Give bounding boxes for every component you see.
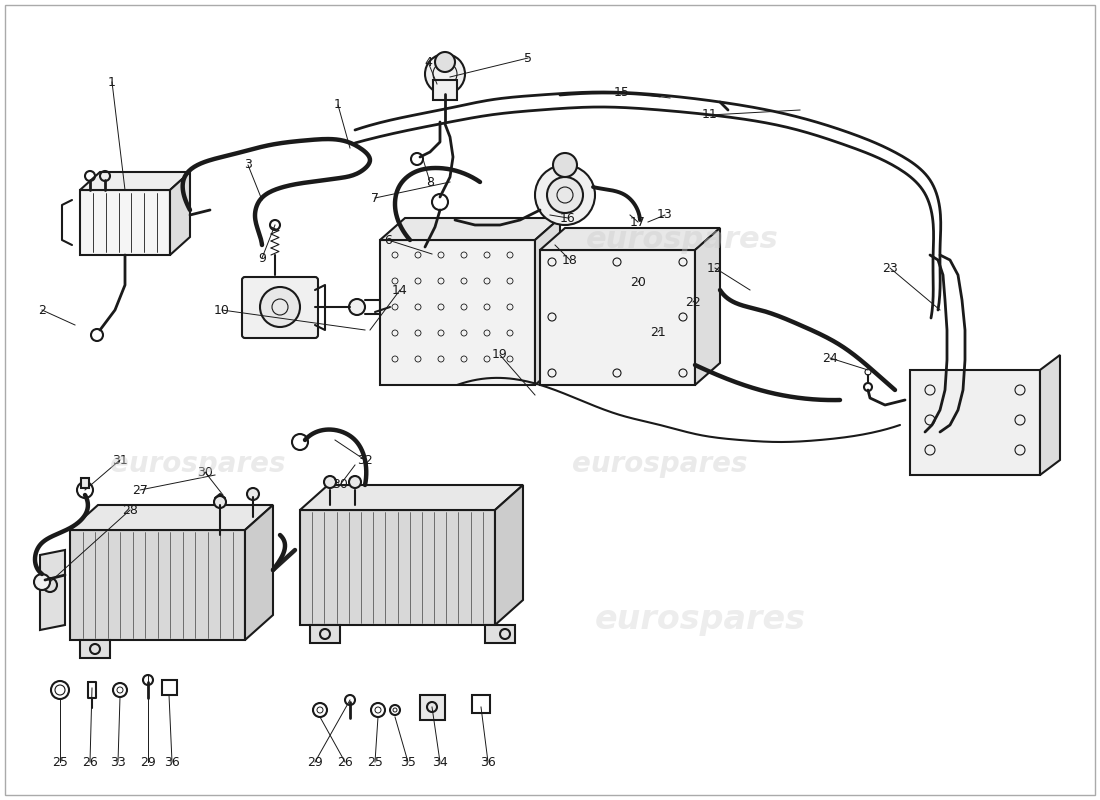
- Text: 32: 32: [358, 454, 373, 466]
- Circle shape: [214, 496, 225, 508]
- Text: eurospares: eurospares: [585, 226, 779, 254]
- Text: 26: 26: [337, 755, 353, 769]
- Text: eurospares: eurospares: [110, 450, 286, 478]
- Text: 20: 20: [630, 275, 646, 289]
- Text: 7: 7: [371, 191, 380, 205]
- Polygon shape: [535, 218, 560, 385]
- Text: 23: 23: [882, 262, 898, 274]
- Text: 36: 36: [480, 755, 496, 769]
- Text: 1: 1: [334, 98, 342, 111]
- Bar: [910, 370, 1040, 475]
- Polygon shape: [170, 172, 190, 255]
- Text: 8: 8: [426, 175, 434, 189]
- Text: 29: 29: [307, 755, 323, 769]
- Polygon shape: [420, 695, 446, 720]
- Text: 30: 30: [197, 466, 213, 478]
- Text: 12: 12: [707, 262, 723, 274]
- FancyBboxPatch shape: [310, 625, 340, 643]
- Text: 11: 11: [702, 109, 718, 122]
- Bar: [433, 80, 456, 100]
- Circle shape: [553, 153, 578, 177]
- Polygon shape: [40, 550, 65, 630]
- Polygon shape: [70, 505, 273, 530]
- Polygon shape: [300, 485, 522, 510]
- Circle shape: [260, 287, 300, 327]
- Circle shape: [324, 476, 336, 488]
- Text: 31: 31: [112, 454, 128, 466]
- Bar: [81, 478, 89, 488]
- Text: 21: 21: [650, 326, 666, 338]
- Text: 13: 13: [657, 209, 673, 222]
- Circle shape: [349, 299, 365, 315]
- Polygon shape: [695, 228, 721, 385]
- Bar: [379, 240, 535, 385]
- Polygon shape: [245, 505, 273, 640]
- Text: 14: 14: [392, 283, 408, 297]
- Text: 5: 5: [524, 51, 532, 65]
- Circle shape: [535, 165, 595, 225]
- Text: 26: 26: [82, 755, 98, 769]
- Text: 34: 34: [432, 755, 448, 769]
- Bar: [70, 530, 245, 640]
- Text: 25: 25: [52, 755, 68, 769]
- Text: 29: 29: [140, 755, 156, 769]
- Polygon shape: [495, 485, 522, 625]
- Bar: [80, 190, 170, 255]
- FancyBboxPatch shape: [485, 625, 515, 643]
- Polygon shape: [540, 228, 720, 250]
- Text: 10: 10: [214, 303, 230, 317]
- Circle shape: [434, 52, 455, 72]
- Text: 3: 3: [244, 158, 252, 171]
- Bar: [540, 250, 695, 385]
- Circle shape: [349, 476, 361, 488]
- FancyBboxPatch shape: [242, 277, 318, 338]
- Circle shape: [547, 177, 583, 213]
- Text: 17: 17: [630, 215, 646, 229]
- FancyBboxPatch shape: [80, 640, 110, 658]
- Text: 18: 18: [562, 254, 578, 266]
- Text: 33: 33: [110, 755, 125, 769]
- Circle shape: [34, 574, 50, 590]
- Text: 27: 27: [132, 483, 147, 497]
- Text: 19: 19: [492, 349, 508, 362]
- Text: 30: 30: [332, 478, 348, 491]
- Polygon shape: [1040, 355, 1060, 475]
- Text: 1: 1: [108, 75, 115, 89]
- Text: 16: 16: [560, 211, 576, 225]
- Circle shape: [425, 54, 465, 94]
- Text: 22: 22: [685, 295, 701, 309]
- Text: 6: 6: [384, 234, 392, 246]
- Text: 36: 36: [164, 755, 180, 769]
- Text: 25: 25: [367, 755, 383, 769]
- Text: 2: 2: [39, 303, 46, 317]
- Text: eurospares: eurospares: [572, 450, 748, 478]
- Text: 9: 9: [258, 251, 266, 265]
- Text: 24: 24: [822, 351, 838, 365]
- Text: eurospares: eurospares: [594, 603, 805, 637]
- Polygon shape: [80, 172, 190, 190]
- Text: 28: 28: [122, 503, 138, 517]
- Polygon shape: [379, 218, 560, 240]
- Circle shape: [248, 488, 258, 500]
- Text: 4: 4: [425, 55, 432, 69]
- Text: 35: 35: [400, 755, 416, 769]
- Bar: [300, 510, 495, 625]
- Text: 15: 15: [614, 86, 630, 98]
